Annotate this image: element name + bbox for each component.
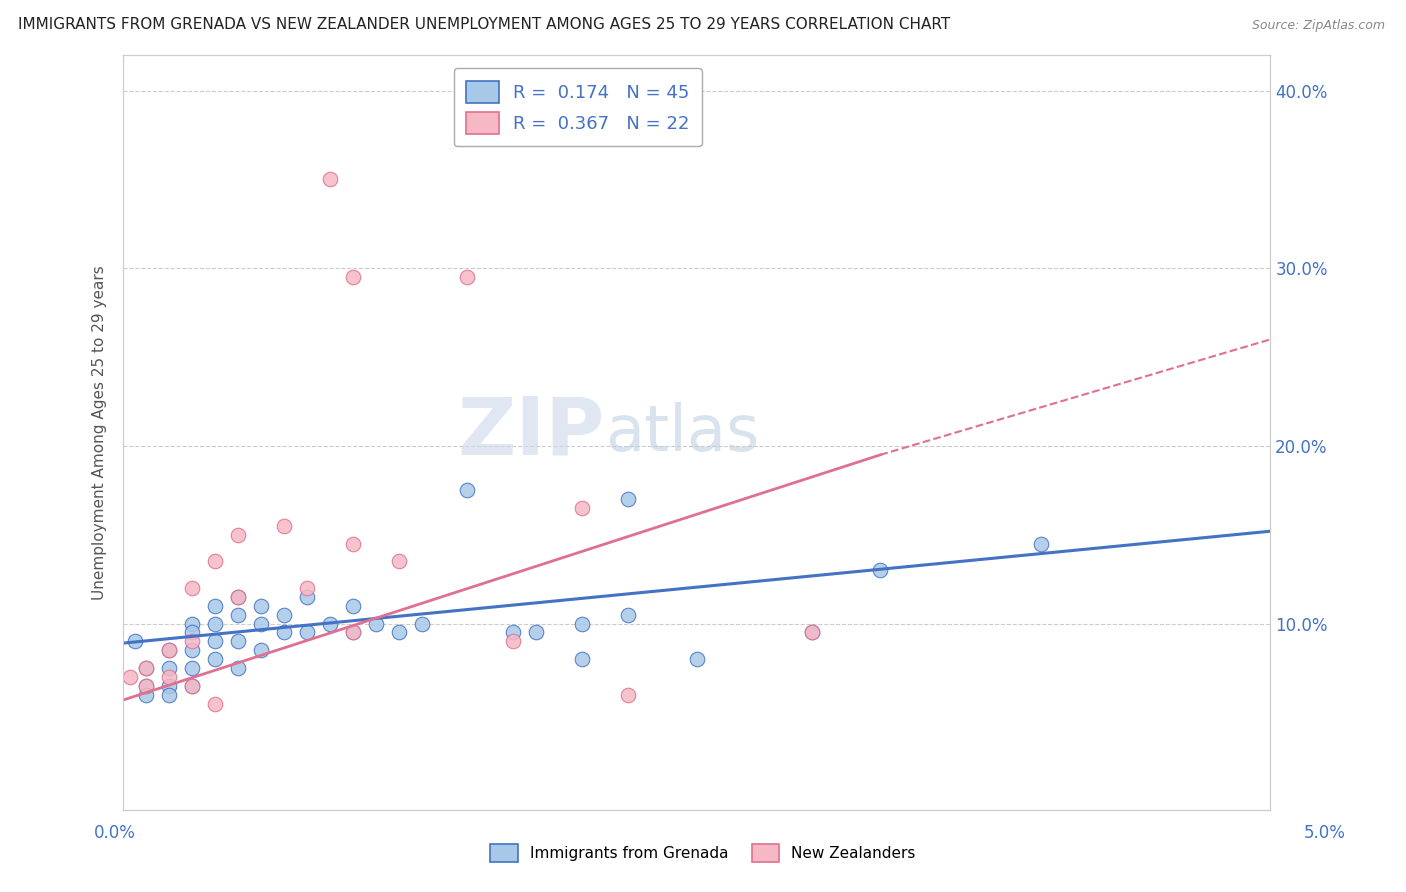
Point: [342, 536, 364, 550]
Point: [204, 554, 226, 568]
Point: [157, 688, 180, 702]
Point: [411, 616, 433, 631]
Point: [342, 270, 364, 285]
Point: [342, 625, 364, 640]
Point: [181, 679, 204, 693]
Point: [342, 599, 364, 613]
Point: [571, 652, 593, 666]
Text: ZIP: ZIP: [458, 393, 605, 472]
Point: [295, 590, 318, 604]
Point: [387, 625, 409, 640]
Point: [120, 670, 142, 684]
Point: [364, 616, 387, 631]
Point: [319, 616, 342, 631]
Point: [295, 625, 318, 640]
Point: [135, 661, 157, 675]
Point: [135, 688, 157, 702]
Point: [273, 625, 295, 640]
Text: 0.0%: 0.0%: [94, 824, 136, 842]
Text: Source: ZipAtlas.com: Source: ZipAtlas.com: [1251, 19, 1385, 31]
Legend: R =  0.174   N = 45, R =  0.367   N = 22: R = 0.174 N = 45, R = 0.367 N = 22: [454, 68, 702, 146]
Point: [135, 679, 157, 693]
Point: [617, 607, 640, 622]
Point: [250, 616, 273, 631]
Point: [273, 519, 295, 533]
Point: [502, 625, 524, 640]
Point: [869, 563, 891, 577]
Point: [524, 625, 547, 640]
Point: [250, 643, 273, 657]
Point: [456, 270, 478, 285]
Point: [250, 599, 273, 613]
Point: [800, 625, 823, 640]
Point: [571, 616, 593, 631]
Text: 5.0%: 5.0%: [1303, 824, 1346, 842]
Point: [617, 688, 640, 702]
Point: [181, 679, 204, 693]
Point: [204, 697, 226, 711]
Point: [181, 581, 204, 595]
Y-axis label: Unemployment Among Ages 25 to 29 years: Unemployment Among Ages 25 to 29 years: [93, 265, 107, 600]
Point: [456, 483, 478, 498]
Point: [571, 501, 593, 516]
Point: [295, 581, 318, 595]
Point: [319, 172, 342, 186]
Point: [124, 634, 146, 648]
Point: [204, 652, 226, 666]
Point: [226, 661, 249, 675]
Point: [800, 625, 823, 640]
Point: [135, 679, 157, 693]
Point: [273, 607, 295, 622]
Point: [181, 661, 204, 675]
Point: [157, 679, 180, 693]
Text: atlas: atlas: [605, 401, 759, 464]
Point: [686, 652, 709, 666]
Point: [181, 634, 204, 648]
Point: [181, 643, 204, 657]
Point: [226, 590, 249, 604]
Point: [181, 616, 204, 631]
Text: IMMIGRANTS FROM GRENADA VS NEW ZEALANDER UNEMPLOYMENT AMONG AGES 25 TO 29 YEARS : IMMIGRANTS FROM GRENADA VS NEW ZEALANDER…: [18, 17, 950, 31]
Point: [157, 643, 180, 657]
Point: [157, 670, 180, 684]
Point: [226, 607, 249, 622]
Point: [135, 661, 157, 675]
Point: [226, 590, 249, 604]
Point: [617, 492, 640, 507]
Point: [1029, 536, 1052, 550]
Point: [226, 634, 249, 648]
Point: [157, 661, 180, 675]
Point: [502, 634, 524, 648]
Point: [204, 634, 226, 648]
Legend: Immigrants from Grenada, New Zealanders: Immigrants from Grenada, New Zealanders: [484, 838, 922, 868]
Point: [342, 625, 364, 640]
Point: [204, 616, 226, 631]
Point: [387, 554, 409, 568]
Point: [226, 528, 249, 542]
Point: [157, 643, 180, 657]
Point: [181, 625, 204, 640]
Point: [204, 599, 226, 613]
